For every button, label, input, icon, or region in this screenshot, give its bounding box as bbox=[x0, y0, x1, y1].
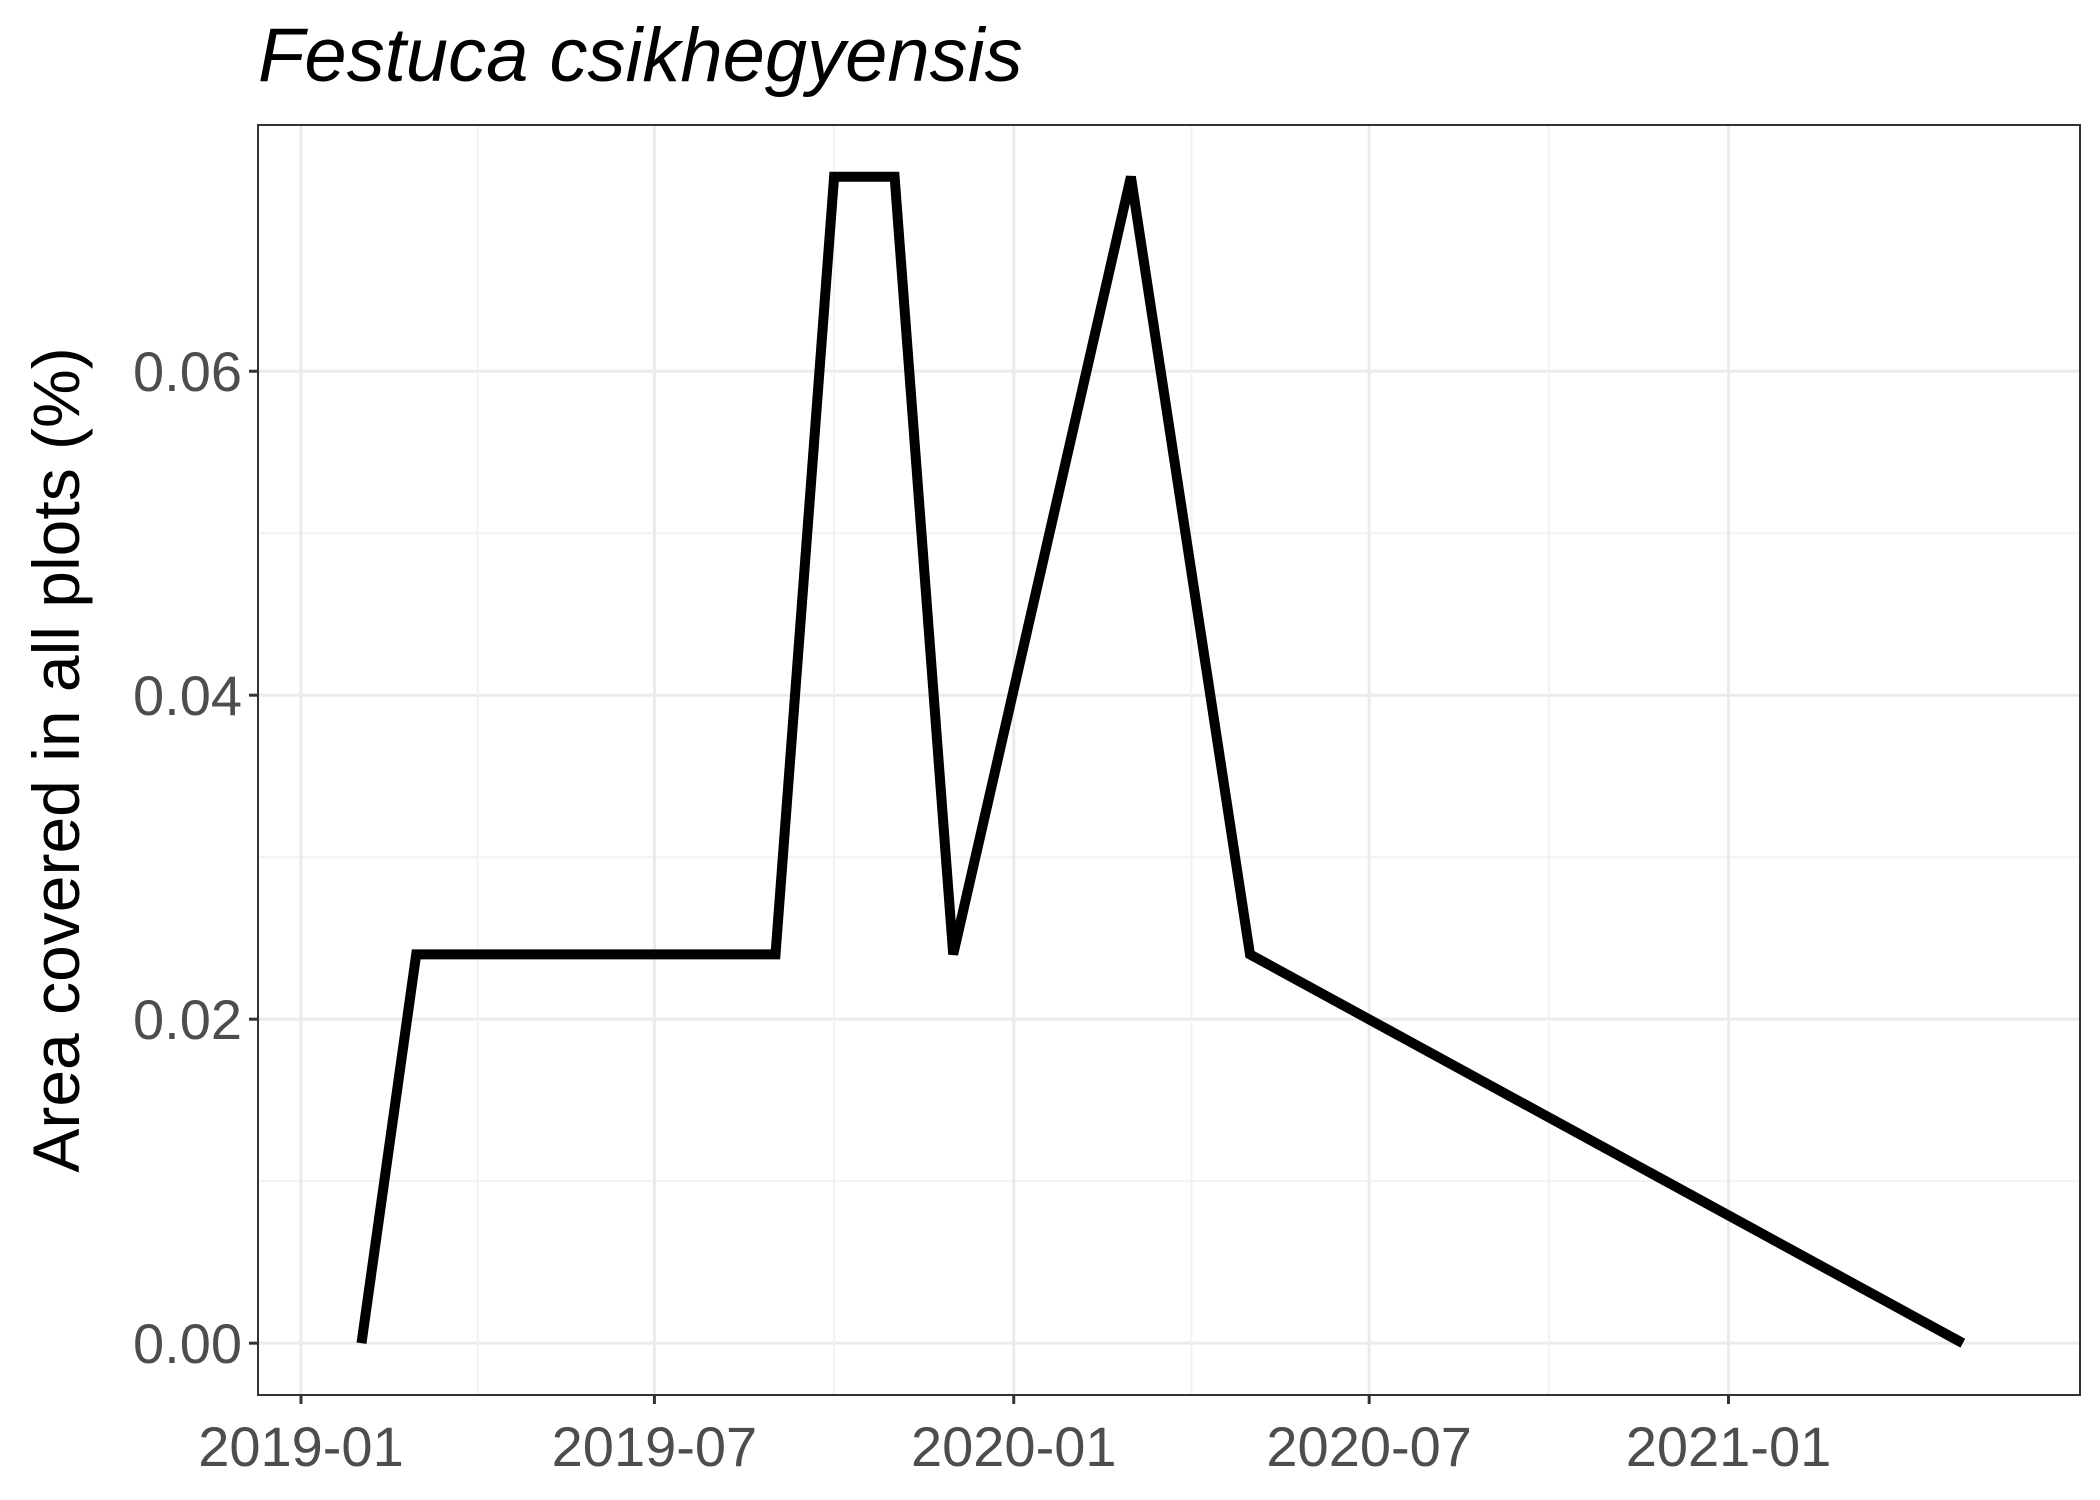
panel-border bbox=[257, 124, 2081, 1396]
x-tick-label: 2019-01 bbox=[198, 1415, 404, 1478]
x-tick-label: 2021-01 bbox=[1626, 1415, 1832, 1478]
x-tick-label: 2020-07 bbox=[1266, 1415, 1472, 1478]
axes: 0.00 0.02 0.04 0.06 2019-01 2019-07 2020-01 202… bbox=[133, 340, 1831, 1478]
chart-title: Festuca csikhegyensis bbox=[258, 13, 1023, 98]
gridlines bbox=[258, 125, 2080, 1395]
y-tick-label: 0.02 bbox=[133, 988, 242, 1051]
y-tick-label: 0.06 bbox=[133, 340, 242, 403]
series-layer bbox=[356, 171, 1966, 1348]
y-tick-label: 0.00 bbox=[133, 1312, 242, 1375]
y-tick-label: 0.04 bbox=[133, 664, 242, 727]
x-tick-label: 2020-01 bbox=[911, 1415, 1117, 1478]
series-line bbox=[356, 171, 1966, 1348]
x-tick-label: 2019-07 bbox=[552, 1415, 758, 1478]
y-axis-title: Area covered in all plots (%) bbox=[19, 347, 93, 1172]
